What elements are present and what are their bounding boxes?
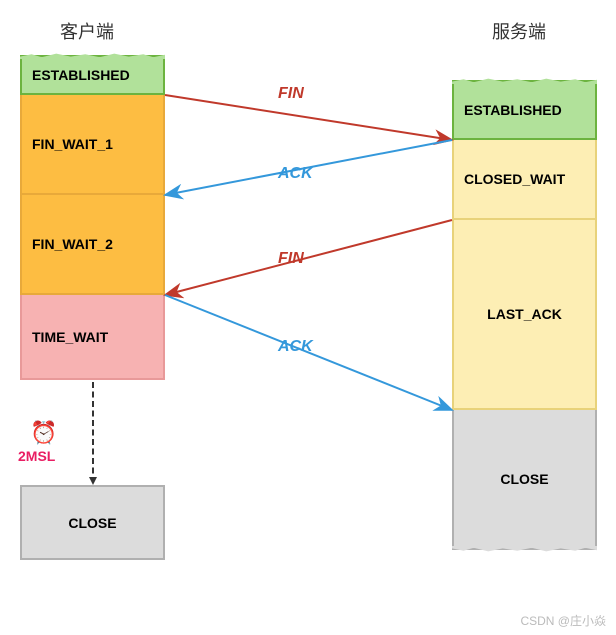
server-state-label: CLOSE: [500, 471, 548, 487]
client-state-box: FIN_WAIT_2: [20, 195, 165, 295]
server-state-label: CLOSED_WAIT: [464, 171, 565, 187]
server-title: 服务端: [492, 18, 546, 44]
server-state-box: ESTABLISHED: [452, 80, 597, 140]
message-label: FIN: [278, 250, 304, 268]
client-title: 客户端: [60, 18, 114, 44]
message-label: ACK: [278, 165, 313, 183]
message-arrow: [165, 95, 452, 140]
message-label: ACK: [278, 338, 313, 356]
server-state-label: LAST_ACK: [487, 306, 562, 322]
client-state-label: TIME_WAIT: [32, 329, 108, 345]
client-close-box: CLOSE: [20, 485, 165, 560]
client-state-box: ESTABLISHED: [20, 55, 165, 95]
message-label: FIN: [278, 85, 304, 103]
client-state-label: FIN_WAIT_1: [32, 136, 113, 152]
msl-label: 2MSL: [18, 448, 55, 464]
client-state-box: TIME_WAIT: [20, 295, 165, 380]
server-state-box: CLOSE: [452, 410, 597, 550]
clock-icon: ⏰: [30, 420, 57, 446]
watermark: CSDN @庄小焱: [520, 612, 606, 629]
client-state-box: FIN_WAIT_1: [20, 95, 165, 195]
client-close-label: CLOSE: [68, 515, 116, 531]
client-state-label: FIN_WAIT_2: [32, 236, 113, 252]
dashed-arrow: [92, 382, 94, 483]
server-state-box: LAST_ACK: [452, 220, 597, 410]
client-state-label: ESTABLISHED: [32, 67, 130, 83]
server-state-box: CLOSED_WAIT: [452, 140, 597, 220]
server-state-label: ESTABLISHED: [464, 102, 562, 118]
message-arrow: [165, 220, 452, 295]
